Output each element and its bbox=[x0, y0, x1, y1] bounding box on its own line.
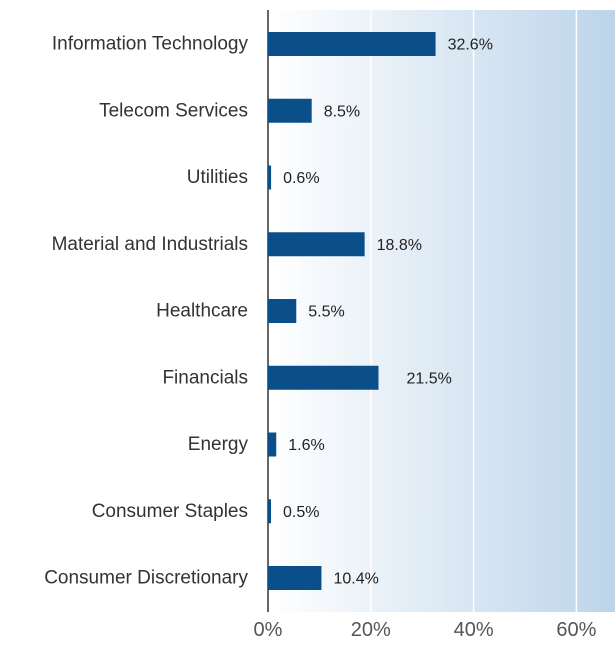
gridlines bbox=[370, 10, 578, 612]
value-label-1: 8.5% bbox=[324, 103, 360, 120]
value-label-3: 18.8% bbox=[377, 237, 422, 254]
bar-8 bbox=[268, 566, 322, 590]
plot-background bbox=[268, 10, 615, 612]
bar-1 bbox=[268, 98, 312, 123]
value-label-7: 0.5% bbox=[283, 504, 319, 521]
bar-5 bbox=[268, 365, 379, 390]
bar-6 bbox=[268, 432, 277, 457]
bar-2 bbox=[268, 165, 272, 190]
category-label-8: Consumer Discretionary bbox=[44, 568, 248, 589]
x-tick-label-20: 20% bbox=[351, 619, 391, 641]
bar-7 bbox=[268, 499, 271, 524]
category-label-4: Healthcare bbox=[156, 301, 248, 322]
x-tick-label-0: 0% bbox=[254, 619, 283, 641]
value-label-2: 0.6% bbox=[283, 170, 319, 187]
bar-4 bbox=[268, 299, 297, 323]
x-tick-label-60: 60% bbox=[556, 619, 596, 641]
value-label-4: 5.5% bbox=[308, 304, 344, 321]
value-label-0: 32.6% bbox=[448, 37, 493, 54]
value-label-8: 10.4% bbox=[333, 571, 378, 588]
category-label-7: Consumer Staples bbox=[92, 501, 248, 522]
category-label-0: Information Technology bbox=[52, 34, 249, 55]
x-tick-label-40: 40% bbox=[454, 619, 494, 641]
category-label-2: Utilities bbox=[187, 167, 248, 188]
bar-0 bbox=[268, 32, 436, 56]
value-label-6: 1.6% bbox=[288, 437, 324, 454]
value-label-5: 21.5% bbox=[407, 370, 452, 387]
bar-3 bbox=[268, 232, 365, 257]
category-label-3: Material and Industrials bbox=[52, 234, 248, 255]
value-labels: 32.6% 8.5% 0.6% 18.8% 5.5% 21.5% 1.6% 0.5% 10.4% bbox=[283, 37, 493, 588]
x-axis-ticks: 0% 20% 40% 60% bbox=[254, 619, 597, 641]
bars bbox=[268, 32, 436, 590]
category-label-5: Financials bbox=[162, 367, 248, 388]
category-label-6: Energy bbox=[188, 434, 249, 455]
category-label-1: Telecom Services bbox=[99, 100, 248, 121]
category-labels: Information Technology Telecom Services Ut… bbox=[44, 34, 248, 589]
